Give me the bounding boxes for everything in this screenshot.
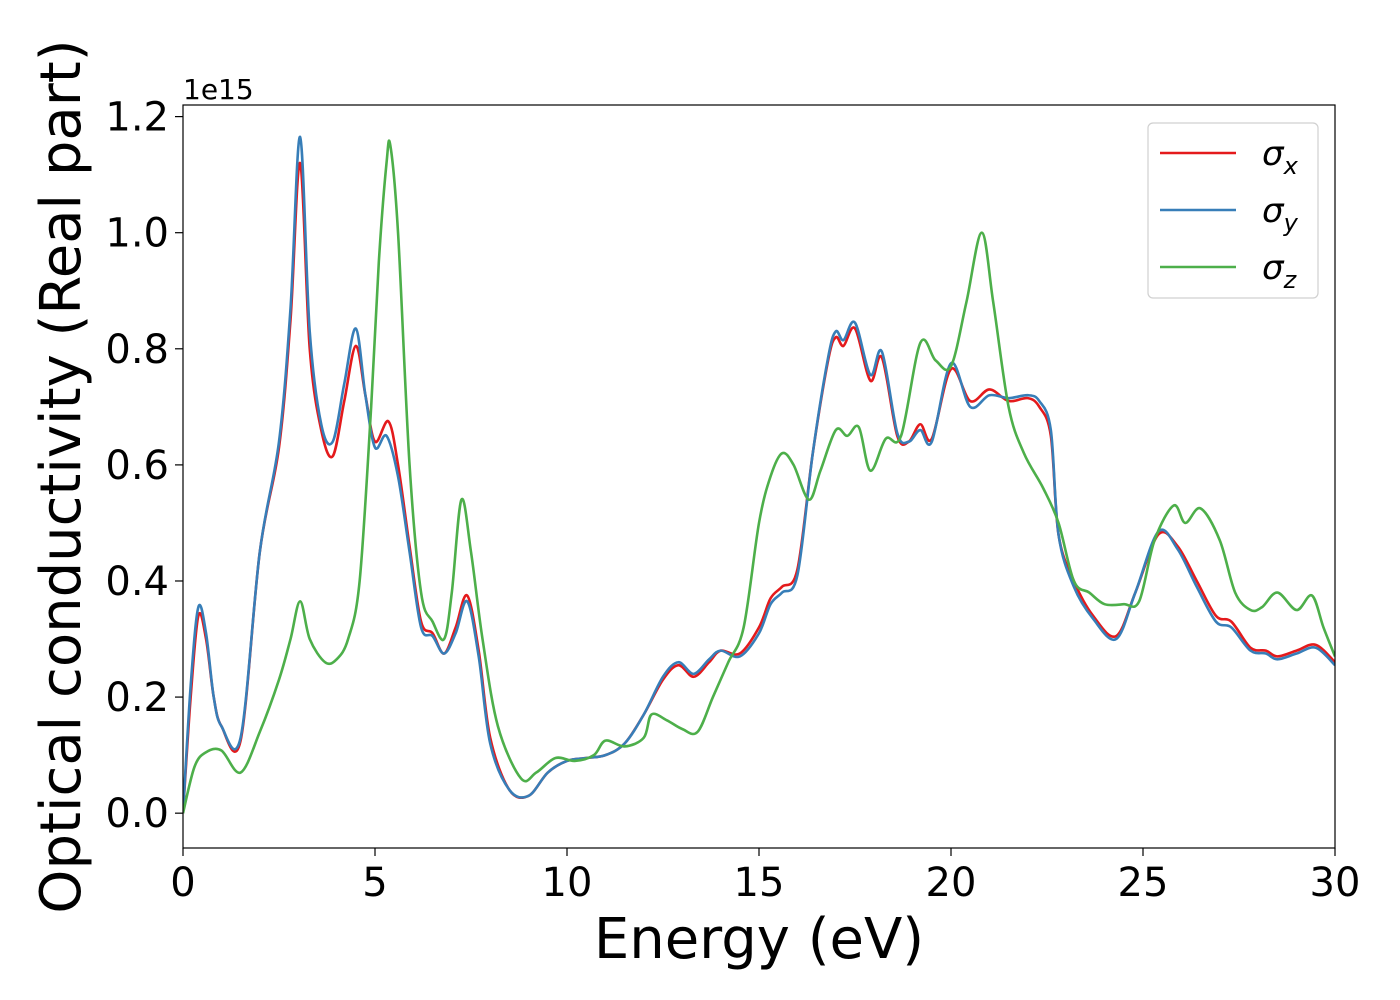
y-tick-label: 1.0	[105, 211, 169, 257]
y-tick-label: 0.6	[105, 443, 169, 489]
legend-label: σz	[1262, 248, 1298, 294]
legend-label: σx	[1262, 134, 1299, 180]
y-tick-label: 0.4	[105, 559, 169, 605]
series-line-y	[183, 135, 1335, 814]
x-tick-label: 25	[1118, 860, 1169, 906]
x-tick-label: 0	[170, 860, 195, 906]
y-axis-label: Optical conductivity (Real part)	[29, 39, 94, 913]
series-line-z	[183, 139, 1335, 814]
x-tick-label: 15	[734, 860, 785, 906]
y-tick-label: 0.8	[105, 327, 169, 373]
y-tick-label: 0.0	[105, 791, 169, 837]
legend: σx σy σz	[1147, 122, 1319, 299]
y-axis-offset-label: 1e15	[183, 73, 254, 106]
x-axis-label: Energy (eV)	[594, 907, 924, 972]
y-tick-label: 1.2	[105, 95, 169, 141]
y-tick-label: 0.2	[105, 675, 169, 721]
x-tick-label: 20	[926, 860, 977, 906]
x-axis-ticks: 0 5 10 15 20 25 30	[170, 848, 1360, 906]
legend-item-x: σx	[1160, 134, 1299, 180]
x-tick-label: 30	[1310, 860, 1361, 906]
legend-item-y: σy	[1160, 191, 1299, 237]
y-axis-ticks: 0.0 0.2 0.4 0.6 0.8 1.0 1.2	[105, 95, 183, 837]
legend-item-z: σz	[1160, 248, 1298, 294]
x-tick-label: 5	[362, 860, 387, 906]
x-tick-label: 10	[542, 860, 593, 906]
plot-lines	[183, 135, 1335, 814]
legend-label: σy	[1262, 191, 1299, 237]
